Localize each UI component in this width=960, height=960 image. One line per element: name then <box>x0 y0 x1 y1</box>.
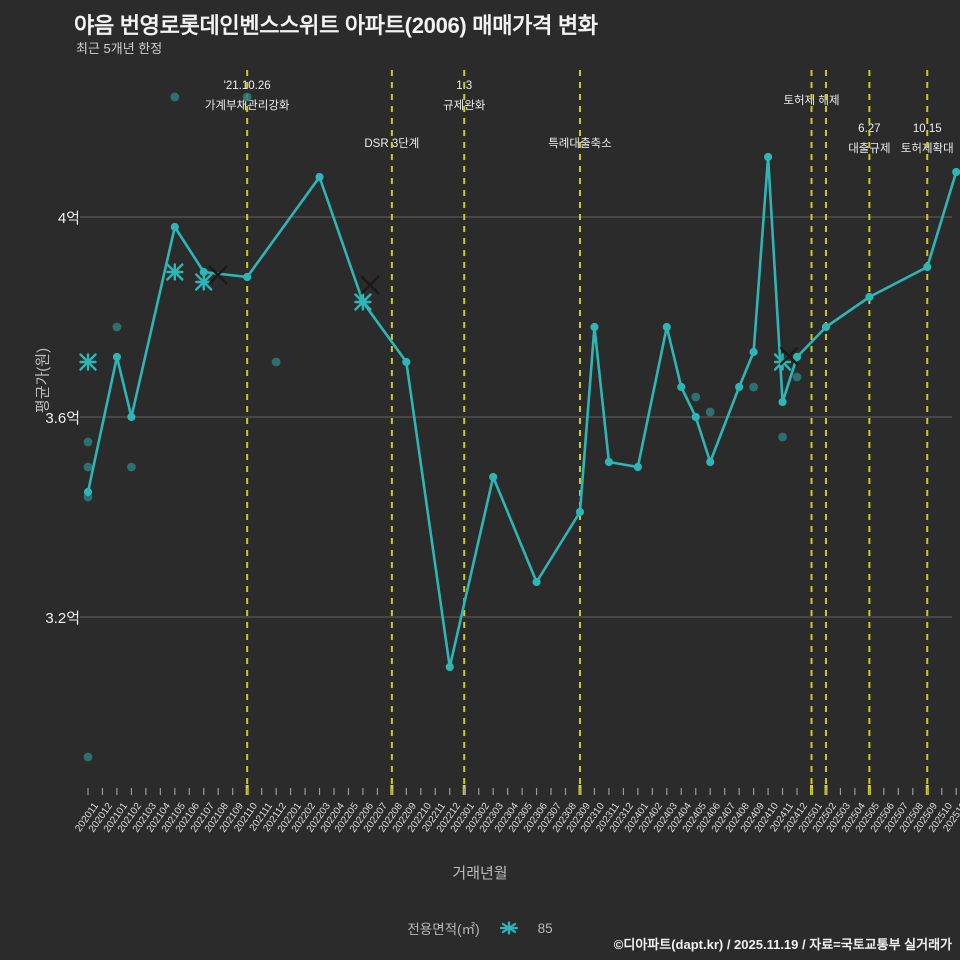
data-point[interactable] <box>112 352 122 362</box>
data-point[interactable] <box>445 662 454 672</box>
y-axis-tick-label: 3.6억 <box>45 410 80 427</box>
data-point[interactable] <box>590 322 599 332</box>
cursor-x-mark <box>360 275 380 295</box>
secondary-data-point <box>83 462 93 472</box>
data-point[interactable] <box>604 457 614 467</box>
highlight-x-marker[interactable] <box>195 273 213 291</box>
data-point[interactable] <box>127 412 136 422</box>
event-date-label: 10.15 <box>912 123 942 135</box>
y-axis-tick-label: 4억 <box>57 210 80 227</box>
footer-credit: ©디아파트(dapt.kr) / 2025.11.19 / 자료=국토교통부 실… <box>613 937 952 952</box>
event-name-label: 대출규제 <box>848 143 891 155</box>
data-point[interactable] <box>575 507 585 517</box>
secondary-data-point <box>271 357 281 367</box>
cursor-x-mark <box>208 265 228 285</box>
cursor-x-mark <box>779 346 799 366</box>
secondary-data-point <box>691 392 701 402</box>
x-cross-icon <box>494 921 524 935</box>
secondary-data-point <box>792 372 802 382</box>
secondary-data-point <box>83 752 93 762</box>
data-point[interactable] <box>792 352 802 362</box>
event-name-label: 토허제확대 <box>900 143 954 155</box>
event-annotation: 10.15 토허제확대 <box>901 123 954 156</box>
y-axis-tick-label: 3.2억 <box>45 610 80 627</box>
x-axis-label: 거래년월 <box>452 865 508 882</box>
data-point[interactable] <box>402 357 411 367</box>
data-point[interactable] <box>706 457 715 467</box>
chart-subtitle: 최근 5개년 한정 <box>76 41 163 56</box>
highlight-x-marker[interactable] <box>79 353 97 371</box>
secondary-data-point <box>170 92 180 102</box>
data-point[interactable] <box>923 262 932 272</box>
chart-title: 야음 번영로롯데인벤스스위트 아파트(2006) 매매가격 변화 <box>74 13 598 38</box>
data-point[interactable] <box>821 322 831 332</box>
data-point[interactable] <box>532 577 541 587</box>
data-point[interactable] <box>691 412 700 422</box>
data-point[interactable] <box>633 462 642 472</box>
legend-value: 85 <box>537 920 553 936</box>
data-point[interactable] <box>489 472 498 482</box>
secondary-data-point <box>242 92 252 102</box>
data-point[interactable] <box>778 397 787 407</box>
legend-title: 전용면적(㎡) <box>407 922 480 937</box>
highlight-x-marker[interactable] <box>166 263 184 281</box>
data-point[interactable] <box>735 382 744 392</box>
data-point[interactable] <box>749 347 758 357</box>
data-point[interactable] <box>315 172 324 182</box>
secondary-data-point <box>83 437 93 447</box>
data-point[interactable] <box>662 322 671 332</box>
data-point[interactable] <box>170 222 179 232</box>
event-annotation: 6.27 대출규제 <box>848 123 890 156</box>
data-point[interactable] <box>865 292 874 302</box>
data-point[interactable] <box>83 487 93 497</box>
secondary-data-point <box>112 322 122 332</box>
legend: 전용면적(㎡) 85 <box>0 918 960 938</box>
secondary-data-point <box>749 382 759 392</box>
secondary-data-point <box>705 407 715 417</box>
secondary-data-point <box>127 462 136 472</box>
data-point[interactable] <box>243 272 252 282</box>
data-point[interactable] <box>763 152 773 162</box>
event-date-label: 6.27 <box>858 123 881 135</box>
secondary-data-point <box>778 432 787 442</box>
highlight-x-marker[interactable] <box>354 293 372 311</box>
data-point[interactable] <box>677 382 686 392</box>
